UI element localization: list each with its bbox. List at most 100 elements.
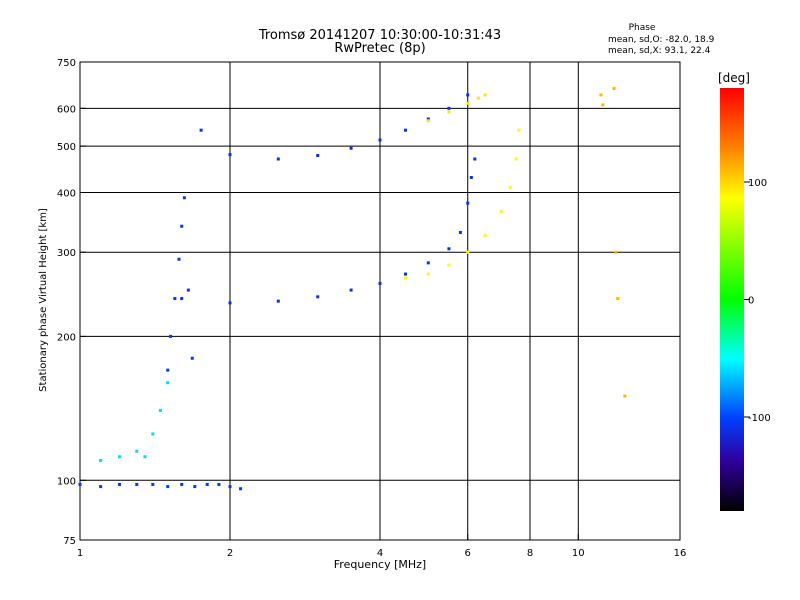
x-tick-label: 2 (227, 548, 233, 559)
data-point (403, 272, 407, 276)
colorbar-ticks: 100 0 -100 (744, 178, 771, 424)
data-point (199, 128, 203, 132)
data-point (151, 482, 155, 486)
data-point (316, 154, 320, 158)
data-point (217, 482, 221, 486)
data-point (205, 482, 209, 486)
data-point (447, 263, 451, 267)
x-tick-label: 6 (465, 548, 471, 559)
data-point (473, 157, 477, 161)
data-point (158, 408, 162, 412)
data-point (469, 175, 473, 179)
data-point (403, 276, 407, 280)
y-tick-label: 100 (57, 476, 76, 487)
data-point (193, 485, 197, 489)
colorbar-label: [deg] (718, 71, 750, 85)
x-tick-label: 10 (572, 548, 585, 559)
data-point (228, 485, 232, 489)
data-point (623, 394, 627, 398)
data-point (378, 282, 382, 286)
data-point (166, 368, 170, 372)
data-point (349, 288, 353, 292)
colorbar-gradient (720, 88, 744, 511)
data-point (228, 301, 232, 305)
legend-line-x: mean, sd,X: 93.1, 22.4 (608, 46, 711, 56)
chart-title: Tromsø 20141207 10:30:00-10:31:43 (258, 28, 501, 43)
data-point (517, 128, 521, 132)
colorbar-tick-label: 100 (748, 178, 767, 189)
chart-subtitle: RwPretec (8p) (334, 41, 425, 56)
x-tick-label: 4 (377, 548, 383, 559)
grid-lines (79, 62, 681, 540)
data-point (403, 128, 407, 132)
data-point (499, 210, 503, 214)
data-point (601, 103, 605, 107)
data-point (483, 234, 487, 238)
y-tick-label: 500 (57, 142, 76, 153)
data-points (78, 87, 627, 491)
x-tick-label: 16 (674, 548, 687, 559)
data-point (239, 487, 243, 491)
data-point (276, 157, 280, 161)
data-point (426, 261, 430, 265)
data-point (177, 257, 181, 261)
data-point (151, 432, 155, 436)
data-point (182, 196, 186, 200)
data-point (616, 297, 620, 301)
data-point (614, 250, 618, 254)
y-axis-label: Stationary phase Virtual Height [km] (38, 208, 49, 392)
data-point (514, 157, 518, 161)
data-point (78, 482, 82, 486)
data-point (378, 138, 382, 142)
x-axis-ticks: 1 2 4 6 8 10 16 (77, 534, 687, 559)
data-point (135, 482, 139, 486)
data-point (447, 106, 451, 110)
data-point (180, 482, 184, 486)
colorbar-tick-label: -100 (748, 413, 771, 424)
y-tick-label: 300 (57, 248, 76, 259)
data-point (117, 455, 121, 459)
data-point (99, 485, 103, 489)
data-point (426, 119, 430, 123)
y-axis-ticks: 75 100 200 300 400 500 600 750 (57, 58, 86, 547)
y-tick-label: 750 (57, 58, 76, 69)
data-point (466, 201, 470, 205)
data-point (426, 117, 430, 121)
data-point (180, 297, 184, 301)
plot-area (78, 61, 681, 541)
legend-line-o: mean, sd,O: -82.0, 18.9 (608, 35, 715, 45)
data-point (612, 87, 616, 91)
x-tick-label: 1 (77, 548, 83, 559)
data-point (276, 299, 280, 303)
data-point (117, 482, 121, 486)
data-point (180, 224, 184, 228)
data-point (190, 356, 194, 360)
colorbar-tick-label: 0 (748, 296, 754, 307)
data-point (99, 458, 103, 462)
legend-title: Phase (629, 23, 656, 33)
data-point (316, 295, 320, 299)
data-point (483, 93, 487, 97)
data-point (173, 297, 177, 301)
data-point (466, 101, 470, 105)
y-tick-label: 600 (57, 104, 76, 115)
data-point (426, 272, 430, 276)
data-point (186, 288, 190, 292)
data-point (166, 381, 170, 385)
data-point (447, 247, 451, 251)
data-point (349, 146, 353, 150)
y-tick-label: 75 (63, 536, 76, 547)
data-point (166, 485, 170, 489)
colorbar: [deg] 100 0 -100 (718, 71, 771, 511)
data-point (447, 110, 451, 114)
x-axis-label: Frequency [MHz] (334, 558, 426, 571)
data-point (169, 334, 173, 338)
data-point (143, 455, 147, 459)
data-point (508, 185, 512, 189)
data-point (228, 153, 232, 157)
data-point (599, 93, 603, 97)
data-point (135, 449, 139, 453)
y-tick-label: 200 (57, 332, 76, 343)
x-tick-label: 8 (527, 548, 533, 559)
